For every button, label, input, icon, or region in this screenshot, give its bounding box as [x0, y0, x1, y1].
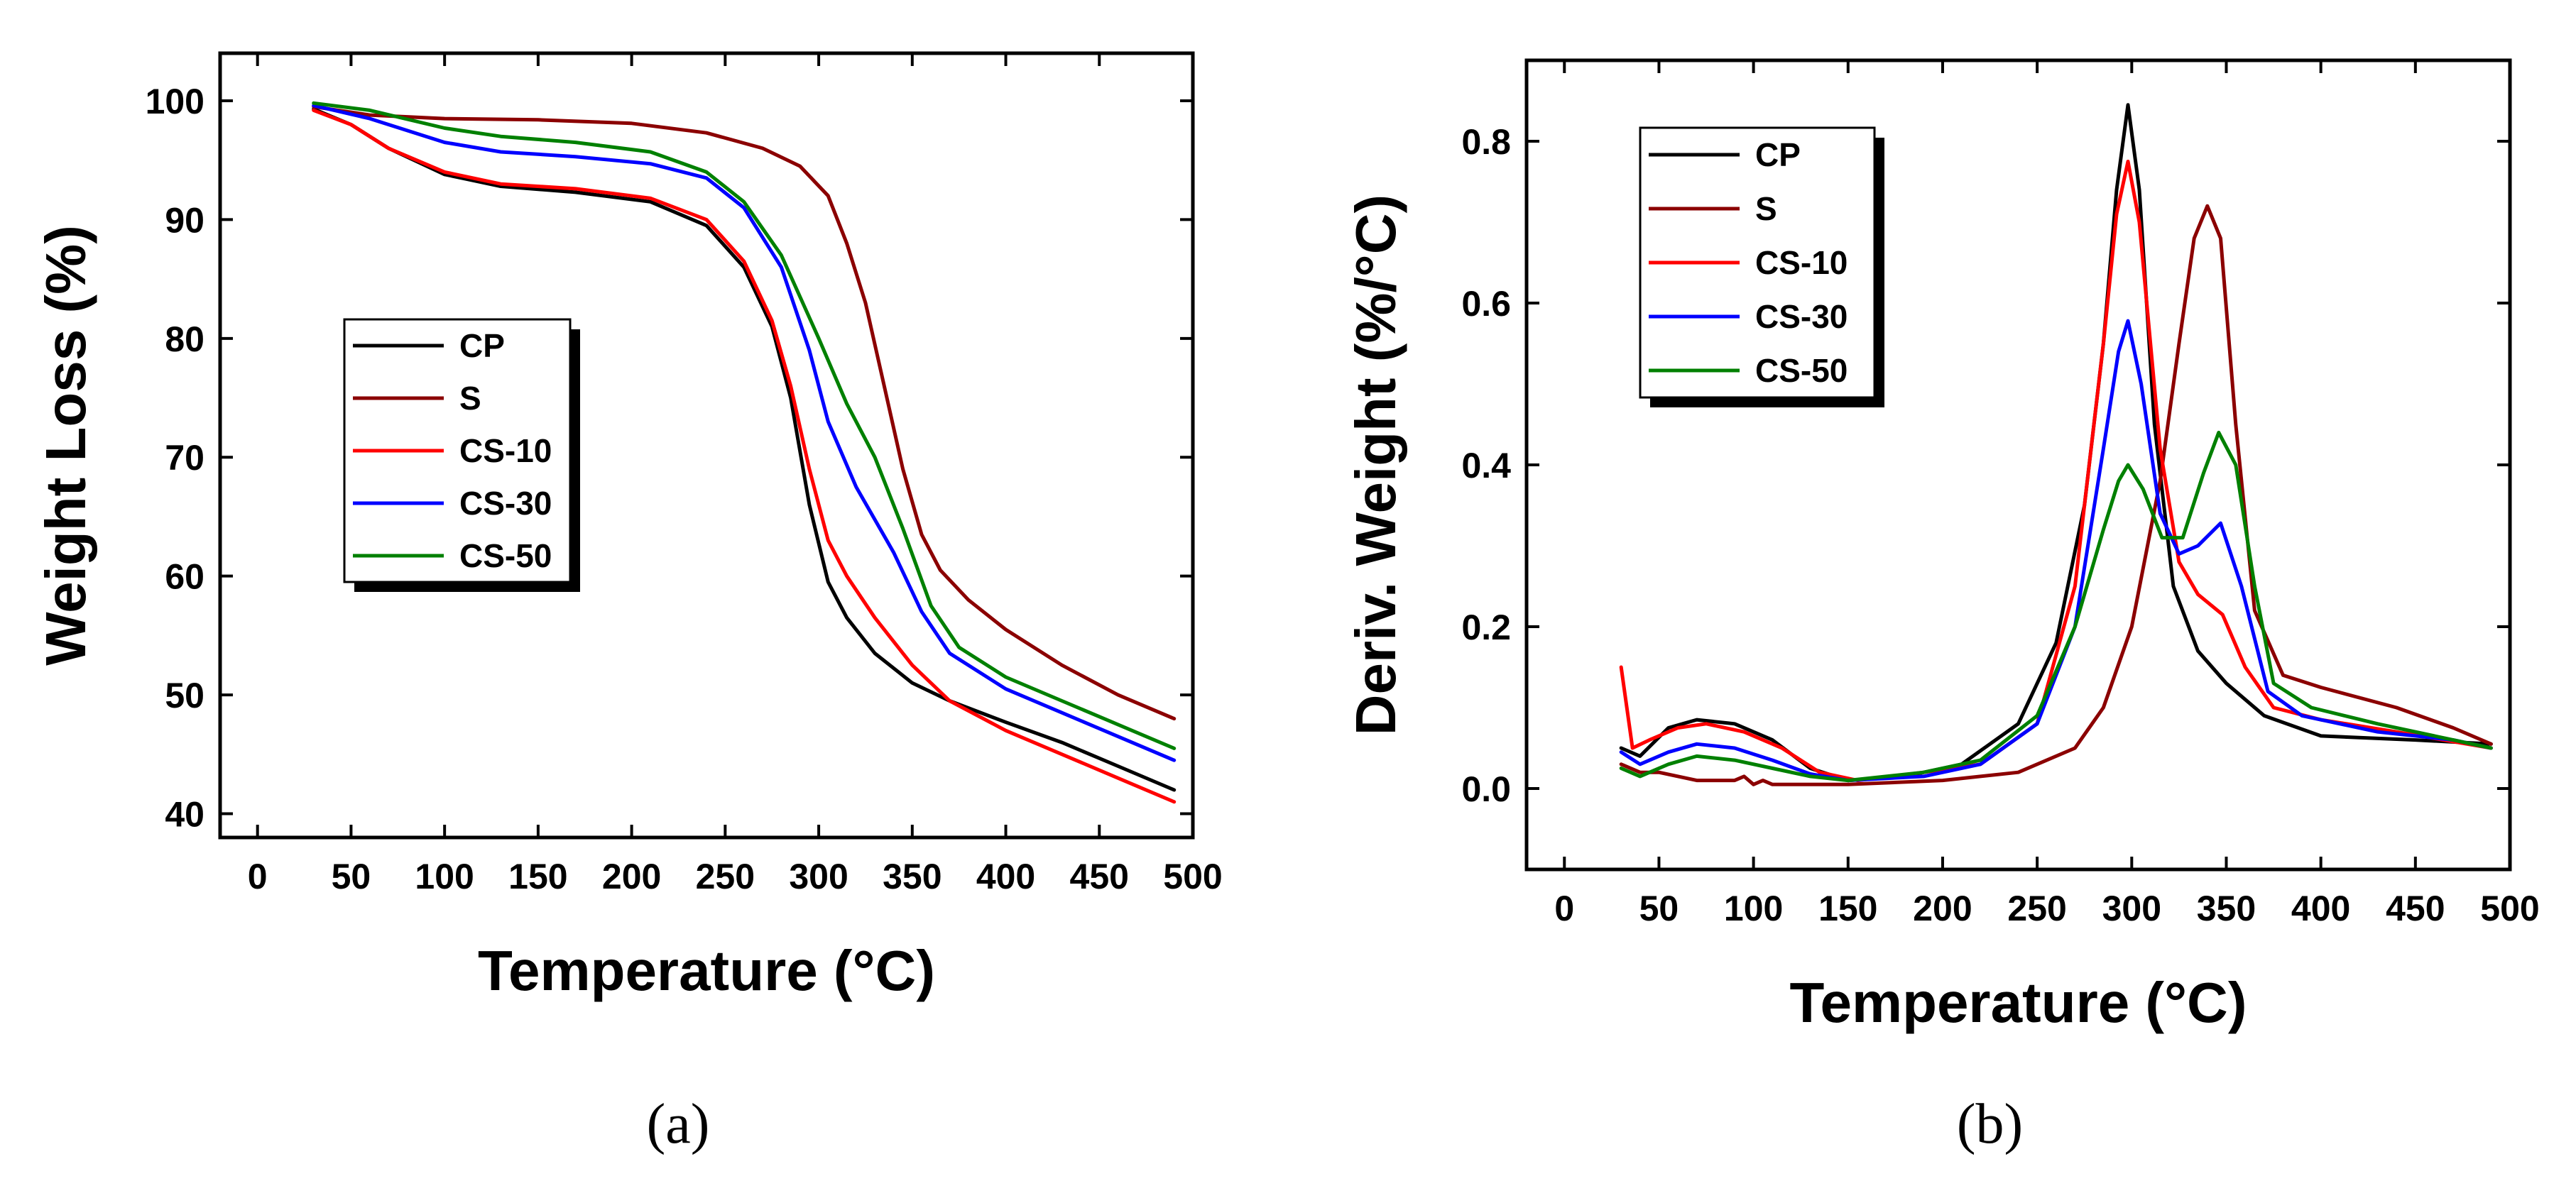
y-tick-label: 50 — [165, 676, 204, 715]
x-tick-label: 200 — [602, 857, 661, 896]
x-tick-label: 400 — [2291, 889, 2350, 928]
x-tick-label: 450 — [1070, 857, 1129, 896]
x-tick-label: 0 — [248, 857, 268, 896]
y-tick-label: 0.0 — [1461, 769, 1511, 809]
plot-frame — [218, 51, 1195, 840]
series-line-cs-50 — [1619, 430, 2493, 783]
y-tick-label: 40 — [165, 795, 204, 835]
x-tick-label: 400 — [976, 857, 1035, 896]
y-axis-title: Weight Loss (%) — [34, 225, 97, 666]
x-tick-label: 100 — [1724, 889, 1783, 928]
x-tick-label: 100 — [415, 857, 474, 896]
y-tick-label: 0.2 — [1461, 608, 1511, 647]
x-tick-label: 150 — [508, 857, 567, 896]
y-tick-label: 90 — [165, 200, 204, 240]
legend-label: CP — [1755, 136, 1801, 173]
x-tick-label: 200 — [1913, 889, 1972, 928]
legend: CP S CS-10 CS-30 CS-50 — [343, 318, 580, 592]
series-line-cs-50 — [312, 101, 1177, 750]
x-tick-label: 50 — [332, 857, 371, 896]
y-tick-label: 70 — [165, 438, 204, 478]
series-line-cs-30 — [312, 104, 1177, 762]
x-axis-title: Temperature (°C) — [1790, 971, 2247, 1034]
y-tick-label: 0.4 — [1461, 446, 1511, 485]
series-line-cs-30 — [1619, 319, 2493, 783]
series-line-s — [1619, 204, 2493, 786]
y-tick-label: 0.6 — [1461, 284, 1511, 324]
series-line-cp — [312, 107, 1177, 792]
x-tick-label: 500 — [1163, 857, 1222, 896]
legend-label: CP — [459, 327, 505, 364]
y-tick-label: 80 — [165, 319, 204, 359]
legend-label: CS-30 — [459, 485, 552, 522]
series-line-cs-10 — [312, 108, 1177, 804]
x-tick-label: 350 — [2197, 889, 2256, 928]
legend-label: CS-10 — [459, 432, 552, 469]
chart-panel-a: 0 50 100 150 200 250 300 350 400 450 500 40 50 60 70 80… — [34, 51, 1223, 1155]
legend: CP S CS-10 CS-30 CS-50 — [1639, 126, 1884, 407]
x-tick-label: 350 — [883, 857, 942, 896]
x-tick-label: 300 — [2102, 889, 2161, 928]
legend-label: S — [459, 380, 481, 417]
y-axis-title: Deriv. Weight (%/°C) — [1344, 194, 1407, 735]
legend-label: CS-50 — [1755, 352, 1848, 389]
legend-label: S — [1755, 190, 1777, 227]
x-tick-label: 0 — [1554, 889, 1574, 928]
panel-label: (a) — [647, 1093, 710, 1155]
x-tick-label: 50 — [1639, 889, 1679, 928]
series-line-cs-10 — [1619, 160, 2493, 783]
legend-label: CS-10 — [1755, 244, 1848, 281]
panel-label: (b) — [1957, 1093, 2023, 1155]
legend-label: CS-50 — [459, 537, 552, 574]
x-tick-label: 300 — [789, 857, 848, 896]
x-axis-title: Temperature (°C) — [478, 939, 935, 1002]
y-tick-label: 100 — [146, 82, 204, 121]
chart-panel-b: 0 50 100 150 200 250 300 350 400 450 500 0.0 0.2 0.4 0… — [1344, 58, 2540, 1155]
x-tick-label: 250 — [2007, 889, 2066, 928]
y-tick-label: 0.8 — [1461, 122, 1511, 162]
x-tick-label: 450 — [2386, 889, 2445, 928]
x-tick-label: 150 — [1818, 889, 1877, 928]
x-tick-label: 250 — [696, 857, 755, 896]
legend-label: CS-30 — [1755, 298, 1848, 335]
x-tick-label: 500 — [2480, 889, 2539, 928]
y-tick-label: 60 — [165, 557, 204, 597]
series-line-s — [312, 104, 1177, 721]
